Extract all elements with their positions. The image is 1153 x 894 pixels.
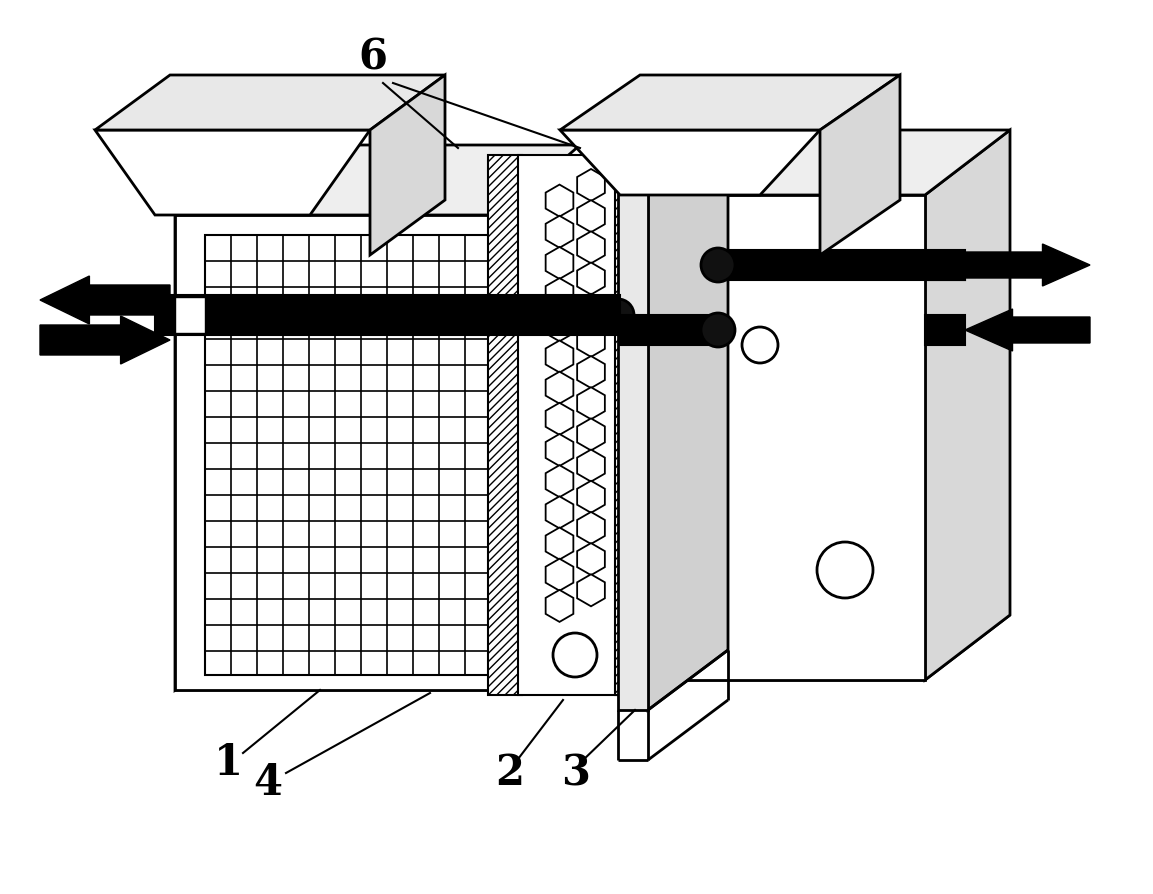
Polygon shape [95, 130, 370, 215]
Polygon shape [560, 130, 820, 195]
Polygon shape [618, 95, 728, 155]
Polygon shape [620, 130, 1010, 195]
Polygon shape [620, 195, 925, 680]
Polygon shape [620, 615, 1010, 680]
Circle shape [743, 327, 778, 363]
Polygon shape [820, 75, 900, 255]
Polygon shape [620, 315, 718, 345]
Polygon shape [40, 316, 169, 364]
Text: 6: 6 [359, 37, 387, 79]
Polygon shape [578, 356, 605, 388]
Polygon shape [925, 315, 965, 345]
Circle shape [602, 299, 634, 331]
Polygon shape [560, 75, 900, 130]
Text: 3: 3 [560, 752, 589, 794]
Polygon shape [545, 559, 573, 591]
Polygon shape [578, 200, 605, 232]
Polygon shape [965, 309, 1090, 351]
Polygon shape [578, 481, 605, 513]
Polygon shape [545, 309, 573, 342]
Polygon shape [578, 232, 605, 264]
Text: 2: 2 [496, 752, 525, 794]
Polygon shape [155, 295, 620, 335]
Polygon shape [175, 145, 255, 690]
Polygon shape [545, 247, 573, 279]
Polygon shape [545, 590, 573, 622]
Polygon shape [578, 544, 605, 575]
Text: 4: 4 [254, 762, 282, 804]
Polygon shape [965, 244, 1090, 286]
Polygon shape [40, 276, 169, 324]
Polygon shape [518, 155, 618, 695]
Polygon shape [488, 155, 522, 695]
Circle shape [701, 313, 734, 347]
Circle shape [553, 633, 597, 677]
Polygon shape [545, 434, 573, 466]
Polygon shape [578, 294, 605, 325]
Polygon shape [545, 496, 573, 528]
Polygon shape [370, 75, 445, 255]
Polygon shape [578, 450, 605, 482]
Polygon shape [175, 620, 580, 690]
Polygon shape [925, 255, 965, 280]
Polygon shape [578, 325, 605, 357]
Polygon shape [545, 278, 573, 310]
Polygon shape [175, 215, 500, 690]
Polygon shape [648, 95, 728, 710]
Circle shape [817, 542, 873, 598]
Text: 1: 1 [213, 742, 242, 784]
Polygon shape [95, 75, 445, 130]
Polygon shape [175, 297, 205, 333]
Circle shape [701, 248, 734, 282]
Polygon shape [545, 527, 573, 560]
Polygon shape [925, 130, 1010, 680]
Polygon shape [545, 341, 573, 373]
Polygon shape [718, 250, 965, 280]
Polygon shape [578, 387, 605, 419]
Polygon shape [545, 215, 573, 248]
Polygon shape [205, 235, 490, 675]
Polygon shape [578, 169, 605, 201]
Polygon shape [578, 418, 605, 451]
Polygon shape [578, 512, 605, 544]
Polygon shape [578, 263, 605, 294]
Polygon shape [578, 574, 605, 606]
Polygon shape [175, 145, 580, 215]
Polygon shape [545, 184, 573, 216]
Polygon shape [545, 465, 573, 497]
Polygon shape [618, 155, 648, 710]
Polygon shape [545, 403, 573, 434]
Polygon shape [615, 155, 648, 695]
Polygon shape [545, 372, 573, 404]
